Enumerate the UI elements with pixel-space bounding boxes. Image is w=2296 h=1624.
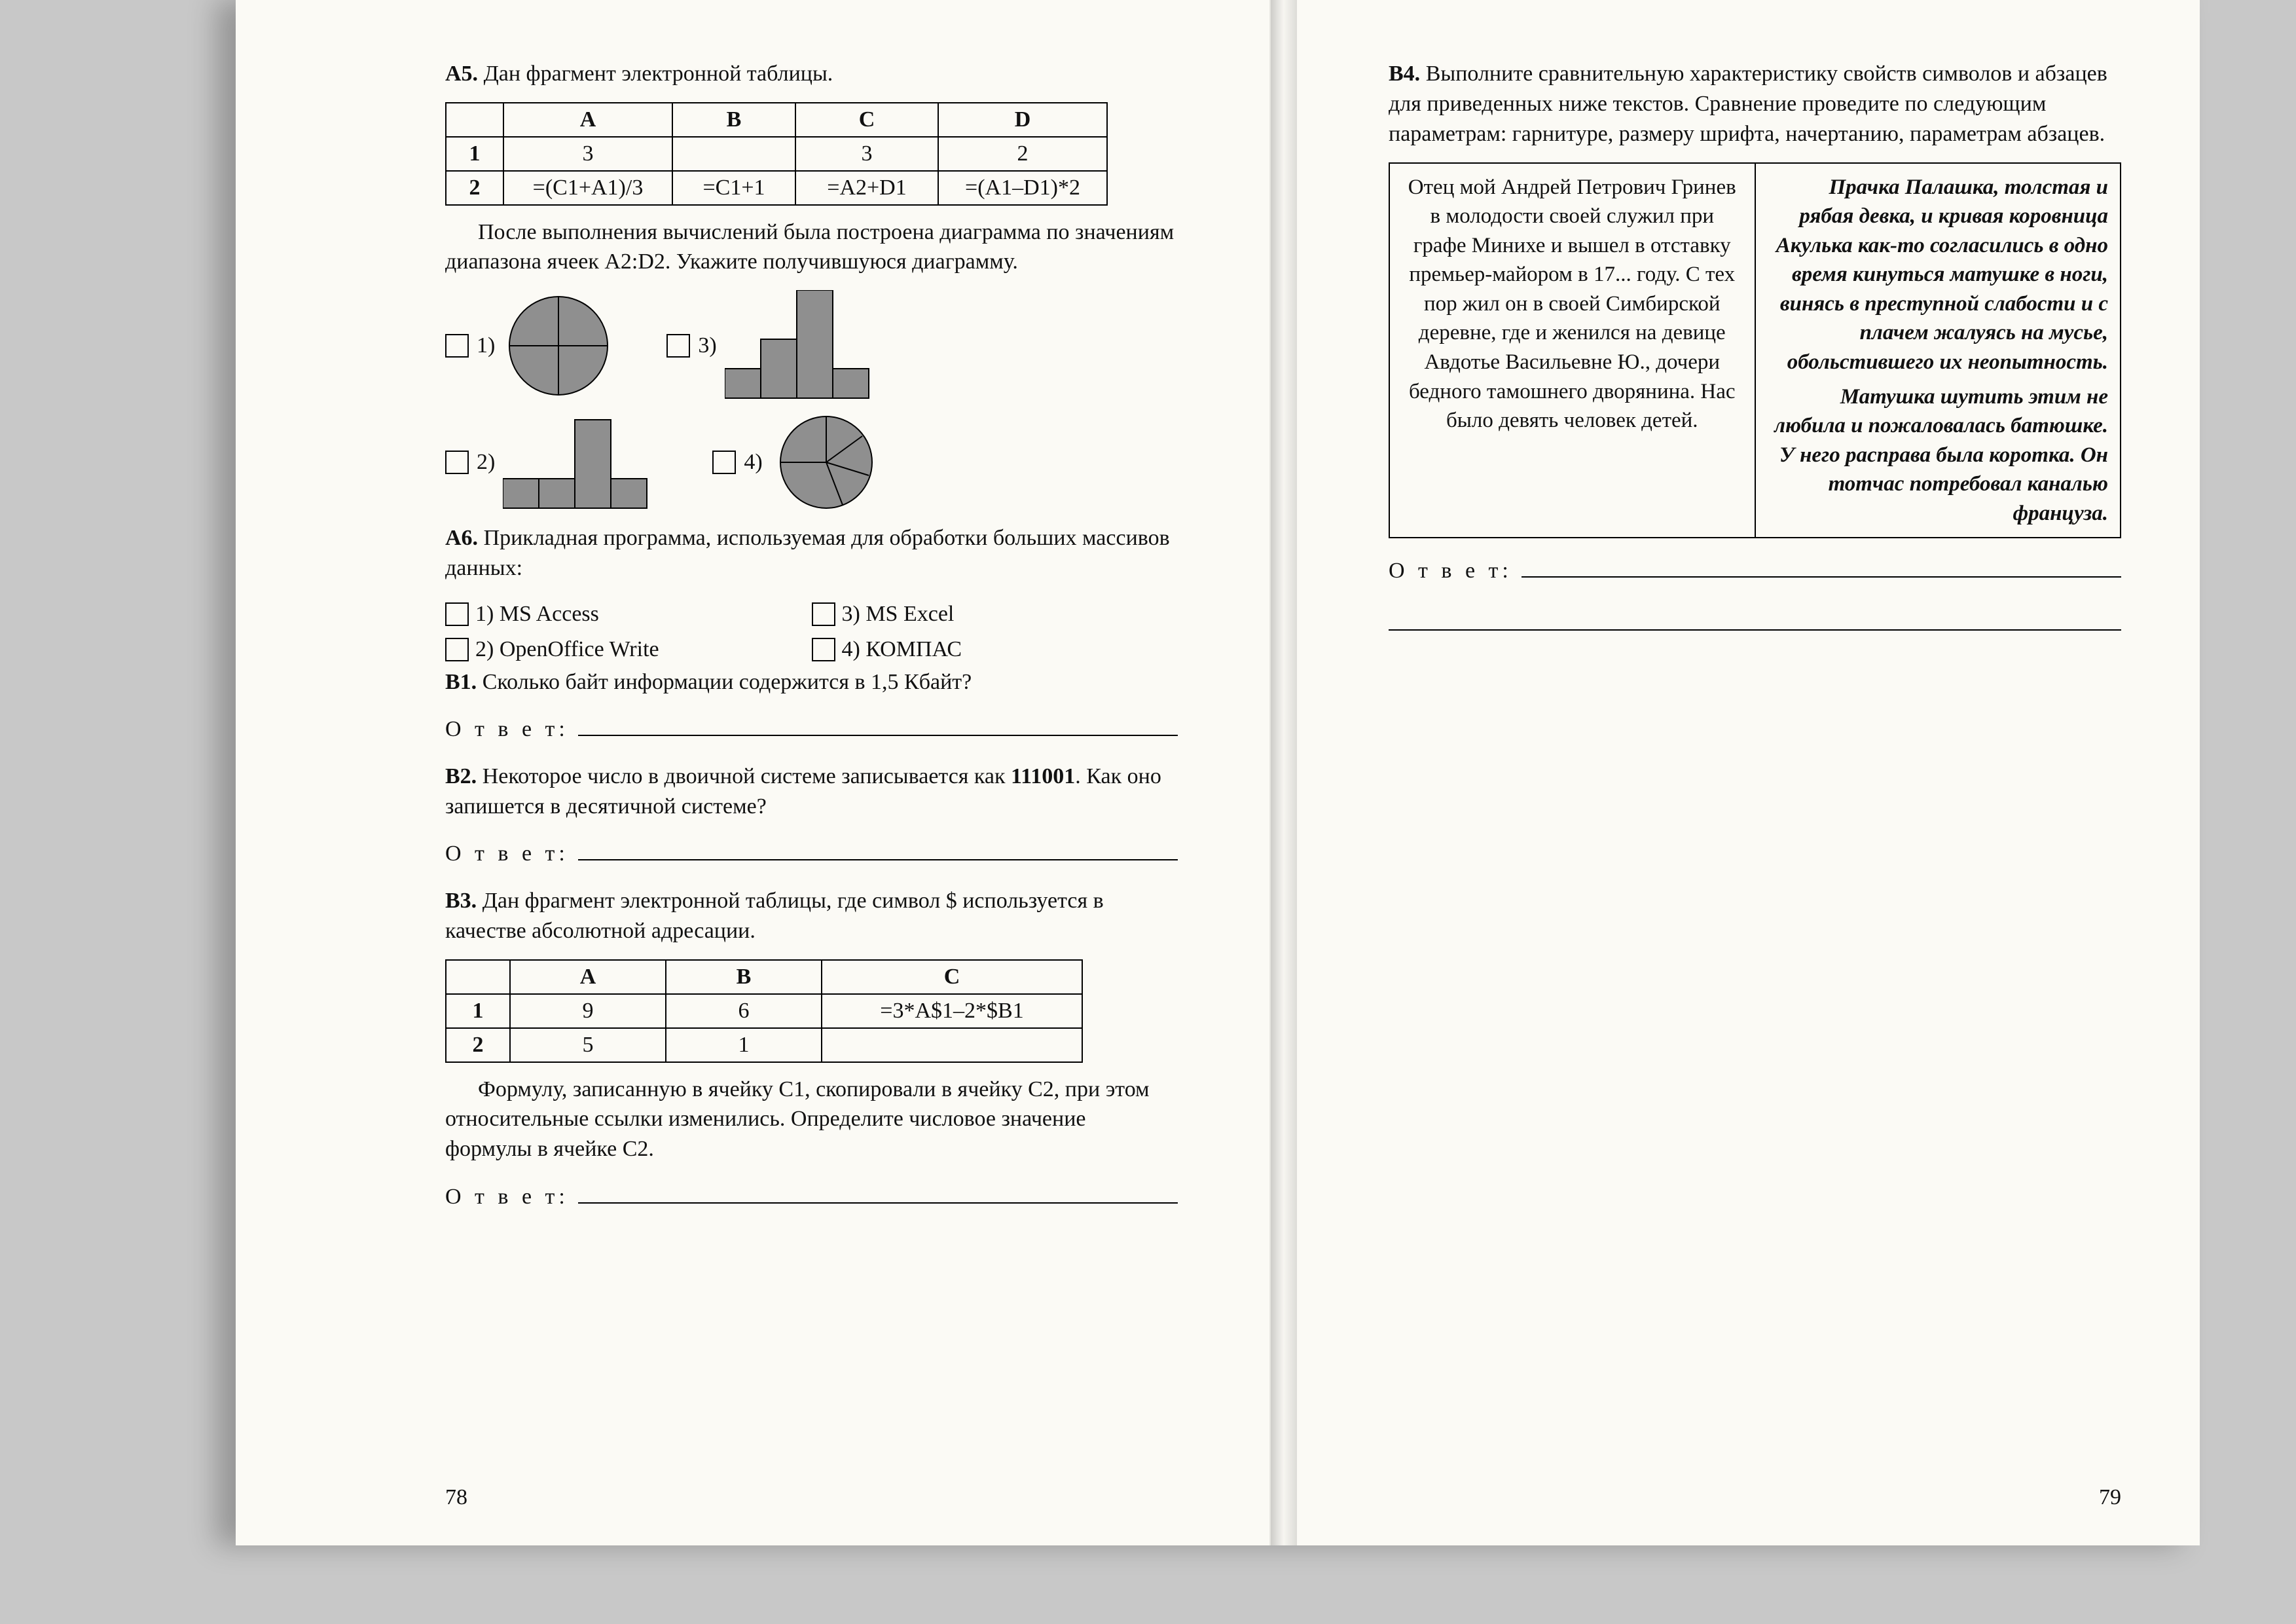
a5-label: A5. [445, 62, 478, 86]
b4-label: B4. [1389, 62, 1420, 86]
a5-table: A B C D 1 3 3 2 2 =(C1+A1)/3 =C1+1 =A2+D… [445, 102, 1108, 206]
question-b3: B3. Дан фрагмент электронной таблицы, гд… [445, 886, 1178, 946]
chart-row-1: 1) 3) [445, 290, 1178, 401]
b3-answer[interactable]: О т в е т: [445, 1177, 1178, 1211]
table-row: 2 5 1 [446, 1028, 1082, 1062]
b1-label: B1. [445, 670, 477, 694]
table-row: A B C D [446, 103, 1107, 137]
checkbox-icon[interactable] [812, 638, 835, 661]
question-b1: B1. Сколько байт информации содержится в… [445, 667, 1178, 697]
b4-text: Выполните сравнительную характеристику с… [1389, 62, 2107, 146]
b3-after: Формулу, записанную в ячейку C1, скопиро… [445, 1075, 1178, 1165]
option-1[interactable]: 1) [445, 290, 614, 401]
a6-opt-2[interactable]: 2) OpenOffice Write [445, 635, 812, 665]
answer-underline[interactable] [1389, 603, 2121, 631]
checkbox-icon[interactable] [445, 638, 469, 661]
b2-text1: Некоторое число в двоичной системе запис… [483, 764, 1011, 788]
a5-text: Дан фрагмент электронной таблицы. [484, 62, 833, 86]
answer-underline[interactable] [578, 1177, 1178, 1203]
a6-options: 1) MS Access 3) MS Excel 2) OpenOffice W… [445, 597, 1178, 667]
a6-opt-1[interactable]: 1) MS Access [445, 599, 812, 629]
question-a5: A5. Дан фрагмент электронной таблицы. [445, 59, 1178, 89]
checkbox-icon[interactable] [445, 602, 469, 626]
question-b2: B2. Некоторое число в двоичной системе з… [445, 762, 1178, 822]
b1-text: Сколько байт информации содержится в 1,5… [483, 670, 972, 694]
page-number-left: 78 [445, 1483, 467, 1513]
checkbox-icon[interactable] [712, 451, 736, 474]
b3-table: A B C 1 9 6 =3*A$1–2*$B1 2 5 1 [445, 959, 1083, 1063]
checkbox-icon[interactable] [666, 334, 690, 358]
book-spread: A5. Дан фрагмент электронной таблицы. A … [236, 0, 2200, 1545]
opt-label: 4) [744, 447, 762, 477]
table-row: 1 3 3 2 [446, 137, 1107, 171]
answer-underline[interactable] [578, 835, 1178, 860]
answer-underline[interactable] [1522, 551, 2121, 577]
pie-chart-icon [771, 413, 882, 511]
sample-text-right: Прачка Палашка, толстая и рябая девка, и… [1756, 164, 2121, 538]
opt-label: 2) [477, 447, 495, 477]
answer-label: О т в е т: [445, 1182, 569, 1212]
pie-chart-icon [503, 290, 614, 401]
checkbox-icon[interactable] [445, 451, 469, 474]
sample-right-p1: Прачка Палашка, толстая и рябая девка, и… [1768, 173, 2109, 377]
sample-text-left: Отец мой Андрей Петрович Гринев в молодо… [1390, 164, 1756, 538]
checkbox-icon[interactable] [445, 334, 469, 358]
col-header: C [795, 103, 938, 137]
answer-label: О т в е т: [445, 714, 569, 745]
a6-opt-3[interactable]: 3) MS Excel [812, 599, 1178, 629]
a6-label: A6. [445, 526, 478, 550]
scan-area: A5. Дан фрагмент электронной таблицы. A … [0, 0, 2296, 1624]
option-3[interactable]: 3) [666, 290, 881, 401]
page-number-right: 79 [2099, 1483, 2121, 1513]
checkbox-icon[interactable] [812, 602, 835, 626]
a5-after: После выполнения вычислений была построе… [445, 217, 1178, 278]
question-a6: A6. Прикладная программа, используемая д… [445, 523, 1178, 583]
b2-answer[interactable]: О т в е т: [445, 835, 1178, 869]
table-row: 2 =(C1+A1)/3 =C1+1 =A2+D1 =(A1–D1)*2 [446, 171, 1107, 205]
page-right: B4. Выполните сравнительную характеристи… [1297, 0, 2200, 1545]
option-2[interactable]: 2) [445, 413, 660, 511]
opt-label: 1) [477, 331, 495, 361]
chart-row-2: 2) 4) [445, 413, 1178, 511]
answer-underline[interactable] [578, 710, 1178, 736]
question-b4: B4. Выполните сравнительную характеристи… [1389, 59, 2121, 149]
b2-num: 111001 [1011, 764, 1075, 788]
a6-opt-4[interactable]: 4) КОМПАС [812, 635, 1178, 665]
b4-answer[interactable]: О т в е т: [1389, 551, 2121, 585]
bar-chart-icon [503, 413, 660, 511]
table-row: 1 9 6 =3*A$1–2*$B1 [446, 994, 1082, 1028]
a6-text: Прикладная программа, используемая для о… [445, 526, 1170, 580]
bar-chart-icon [725, 290, 882, 401]
option-4[interactable]: 4) [712, 413, 881, 511]
b3-text: Дан фрагмент электронной таблицы, где си… [445, 889, 1104, 943]
b3-label: B3. [445, 889, 477, 913]
b2-label: B2. [445, 764, 477, 788]
col-header: A [503, 103, 672, 137]
col-header: B [672, 103, 795, 137]
answer-label: О т в е т: [445, 839, 569, 869]
col-header: D [938, 103, 1107, 137]
answer-label: О т в е т: [1389, 556, 1512, 586]
text-compare-box: Отец мой Андрей Петрович Гринев в молодо… [1389, 162, 2121, 539]
sample-right-p2: Матушка шутить этим не любила и пожалова… [1768, 382, 2109, 528]
b1-answer[interactable]: О т в е т: [445, 710, 1178, 745]
table-row: A B C [446, 960, 1082, 994]
opt-label: 3) [698, 331, 716, 361]
book-gutter [1271, 0, 1297, 1545]
page-left: A5. Дан фрагмент электронной таблицы. A … [406, 0, 1271, 1545]
